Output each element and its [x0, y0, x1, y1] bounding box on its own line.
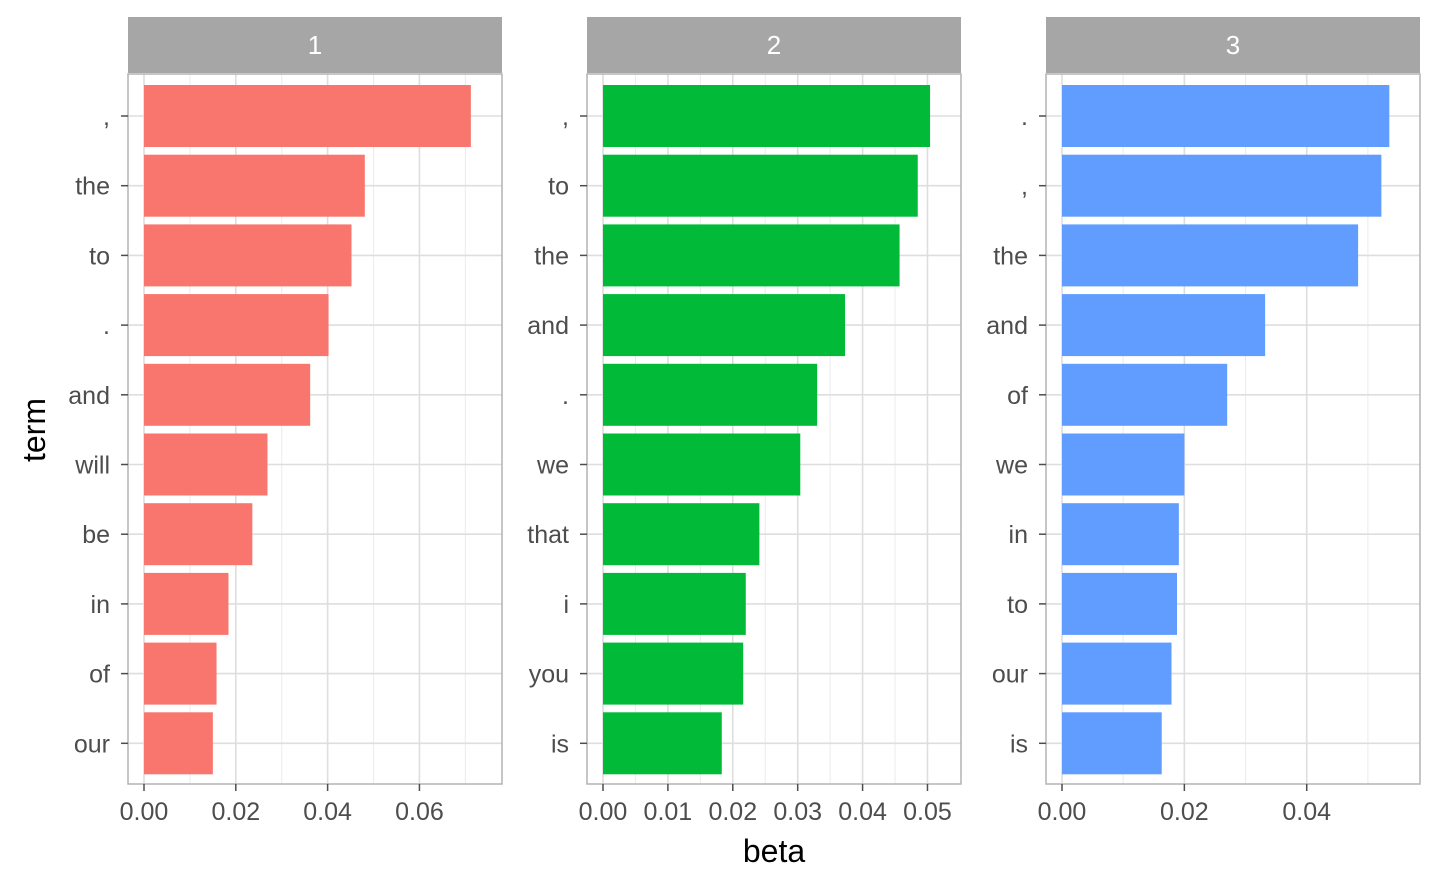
y-tick-label: to — [548, 173, 569, 201]
y-tick-label: and — [527, 312, 569, 340]
y-tick-label: in — [91, 591, 110, 619]
facet-panel-3: 3., the and of we in to our is 0.00 0.02 0.04 — [986, 17, 1421, 826]
y-tick-label: of — [89, 661, 110, 689]
facet-strip-label: 3 — [1226, 30, 1240, 60]
y-tick-label: in — [1009, 521, 1028, 549]
x-tick-label: 0.02 — [1160, 798, 1209, 826]
y-tick-label: we — [536, 452, 569, 480]
bar-3 — [603, 224, 900, 287]
bar-8 — [1062, 572, 1178, 635]
x-tick-label: 0.00 — [579, 798, 628, 826]
panel-border — [1045, 73, 1421, 785]
bar-6 — [1062, 433, 1185, 496]
bar-5 — [144, 363, 311, 426]
y-tick-label: , — [562, 103, 569, 131]
y-tick-label: is — [1010, 730, 1028, 758]
y-tick-label: be — [82, 521, 110, 549]
x-tick-label: 0.03 — [773, 798, 822, 826]
x-tick-label: 0.00 — [1038, 798, 1087, 826]
x-tick-label: 0.02 — [211, 798, 260, 826]
x-tick-label: 0.04 — [303, 798, 352, 826]
bar-6 — [603, 433, 801, 496]
facet-strip-label: 1 — [308, 30, 322, 60]
bar-1 — [144, 85, 471, 147]
y-tick-label: you — [529, 661, 569, 689]
y-tick-label: our — [74, 730, 110, 758]
facet-strip-label: 2 — [767, 30, 781, 60]
y-tick-label: i — [563, 591, 569, 619]
bar-5 — [603, 363, 818, 426]
x-tick-label: 0.00 — [120, 798, 169, 826]
y-tick-label: , — [103, 103, 110, 131]
bar-9 — [603, 642, 744, 705]
x-tick-label: 0.02 — [708, 798, 757, 826]
facet-strip — [128, 17, 502, 73]
bar-2 — [144, 154, 365, 217]
bar-1 — [1062, 85, 1390, 147]
bar-5 — [1062, 363, 1228, 426]
bar-10 — [144, 712, 213, 775]
facet-strip — [587, 17, 961, 73]
y-tick-label: and — [986, 312, 1028, 340]
y-tick-label: , — [1021, 173, 1028, 201]
x-tick-label: 0.01 — [644, 798, 693, 826]
bar-8 — [603, 572, 746, 635]
x-tick-label: 0.04 — [838, 798, 887, 826]
bar-9 — [1062, 642, 1172, 705]
x-tick-label: 0.04 — [1282, 798, 1331, 826]
bar-3 — [1062, 224, 1359, 287]
bar-3 — [144, 224, 352, 287]
bar-1 — [603, 85, 931, 147]
y-tick-label: the — [993, 242, 1028, 270]
y-tick-label: to — [1007, 591, 1028, 619]
panel-border — [127, 73, 503, 785]
bar-4 — [1062, 294, 1266, 357]
y-tick-label: is — [551, 730, 569, 758]
panel-border — [586, 73, 962, 785]
y-tick-label: that — [527, 521, 569, 549]
bar-2 — [1062, 154, 1382, 217]
bar-7 — [1062, 503, 1179, 566]
y-tick-label: to — [89, 242, 110, 270]
y-tick-label: the — [534, 242, 569, 270]
y-tick-label: our — [992, 661, 1028, 689]
facet-panels: 1, the to. and will be in of our 0.00 0.02 0.04 0.06… — [68, 17, 1421, 826]
y-tick-label: . — [103, 312, 110, 340]
bar-8 — [144, 572, 229, 635]
y-tick-label: of — [1007, 382, 1028, 410]
bar-6 — [144, 433, 268, 496]
bar-9 — [144, 642, 217, 705]
facet-strip — [1046, 17, 1420, 73]
facet-panel-1: 1, the to. and will be in of our 0.00 0.02 0.04 0.06 — [68, 17, 503, 826]
bar-10 — [603, 712, 722, 775]
y-tick-label: will — [74, 452, 110, 480]
bar-7 — [603, 503, 760, 566]
y-tick-label: and — [68, 382, 110, 410]
y-tick-label: the — [75, 173, 110, 201]
x-axis-title: beta — [743, 833, 805, 869]
facet-panel-2: 2, to the and. we that i you is 0.00 0.01 0.02 0.03 0… — [527, 17, 962, 826]
bar-4 — [603, 294, 846, 357]
bar-10 — [1062, 712, 1162, 775]
x-tick-label: 0.05 — [903, 798, 952, 826]
bar-2 — [603, 154, 918, 217]
y-tick-label: we — [995, 452, 1028, 480]
y-tick-label: . — [1021, 103, 1028, 131]
bar-4 — [144, 294, 329, 357]
y-axis-title: term — [16, 398, 52, 462]
x-tick-label: 0.06 — [395, 798, 444, 826]
bar-7 — [144, 503, 253, 566]
y-tick-label: . — [562, 382, 569, 410]
